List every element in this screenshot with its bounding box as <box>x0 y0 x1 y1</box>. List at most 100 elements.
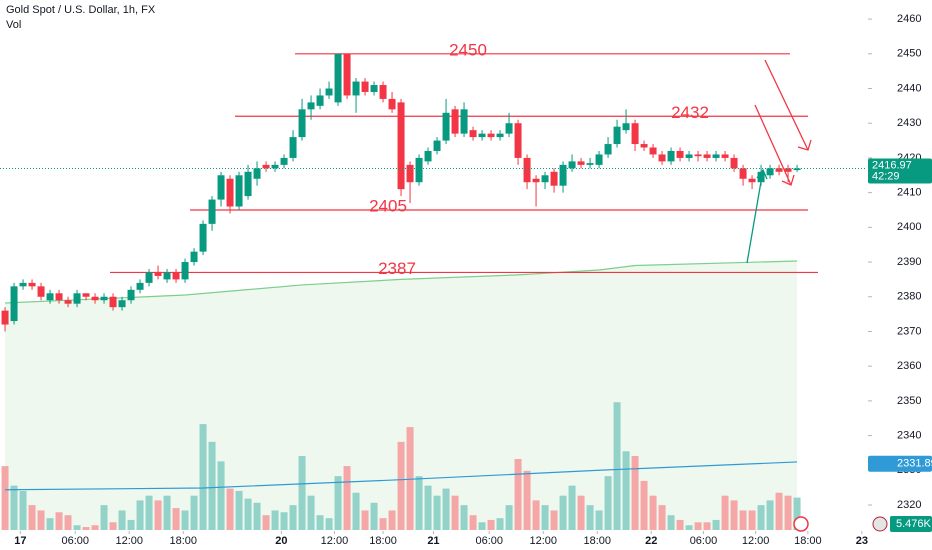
volume-bar <box>325 518 333 530</box>
candle-body <box>577 161 585 165</box>
x-tick-label: 18:00 <box>169 535 197 547</box>
volume-bar <box>568 485 576 530</box>
y-tick-label: 2460 <box>897 13 921 25</box>
last-price-badge <box>868 158 932 184</box>
volume-bar <box>343 466 351 530</box>
volume-bar <box>217 461 225 530</box>
volume-bar <box>793 497 801 530</box>
candle-body <box>433 140 441 151</box>
candle-body <box>379 85 387 99</box>
volume-bar <box>370 502 378 530</box>
candle-body <box>352 81 360 96</box>
level-label: 2432 <box>671 103 709 122</box>
volume-bar <box>442 488 450 530</box>
x-tick-label: 21 <box>427 535 439 547</box>
candle-body <box>289 137 297 158</box>
candle-body <box>100 296 108 301</box>
arrow-head <box>781 174 795 186</box>
volume-bar <box>226 488 234 530</box>
arrow <box>764 59 809 151</box>
candle-body <box>181 262 189 280</box>
candle-body <box>730 157 738 169</box>
y-tick-label: 2350 <box>897 395 921 407</box>
y-tick-label: 2320 <box>897 499 921 511</box>
x-tick-label: 18:00 <box>369 535 397 547</box>
candle-body <box>208 199 216 224</box>
arrow <box>754 104 792 186</box>
volume-bar <box>433 495 441 530</box>
candle-body <box>127 289 135 301</box>
volume-bar <box>469 515 477 530</box>
candle-body <box>748 178 756 183</box>
candle-body <box>532 178 540 183</box>
volume-bar <box>280 512 288 530</box>
y-tick-label: 2410 <box>897 187 921 199</box>
volume-bar <box>604 476 612 530</box>
level-label: 2450 <box>449 40 487 59</box>
volume-bar <box>541 505 549 530</box>
x-tick-label: 23 <box>856 535 868 547</box>
volume-bar <box>172 508 180 530</box>
x-tick-label: 12:00 <box>529 535 557 547</box>
annotations <box>746 59 812 264</box>
volume-bar <box>685 525 693 530</box>
volume-bar <box>784 495 792 530</box>
volume-bar <box>523 470 531 530</box>
y-tick-label: 2370 <box>897 325 921 337</box>
candle-body <box>163 272 171 280</box>
volume-bar <box>757 505 765 530</box>
volume-bar <box>127 519 135 530</box>
volume-bar <box>361 510 369 530</box>
x-tick-label: 18:00 <box>794 535 822 547</box>
volume-bar <box>145 495 153 530</box>
candle-body <box>235 175 243 207</box>
candle-body <box>775 168 783 172</box>
volume-bar <box>190 495 198 530</box>
volume-bar <box>235 490 243 530</box>
volume-bar <box>676 519 684 530</box>
volume-bar <box>739 510 747 530</box>
candle-body <box>631 123 639 145</box>
candle-body <box>676 150 684 158</box>
candle-body <box>199 223 207 252</box>
volume-bar <box>10 485 18 530</box>
candle-body <box>190 251 198 263</box>
candle-body <box>64 300 72 304</box>
volume-bar <box>586 505 594 530</box>
candle-body <box>370 85 378 92</box>
candle-body <box>73 293 81 304</box>
candle-body <box>253 168 261 179</box>
candle-body <box>316 95 324 106</box>
candle-body <box>136 282 144 290</box>
candle-body <box>460 109 468 134</box>
candle-body <box>118 300 126 308</box>
volume-bar <box>775 492 783 530</box>
volume-title: Vol <box>6 19 21 31</box>
volume-bar <box>352 492 360 530</box>
candle-body <box>19 282 27 287</box>
volume-bar <box>379 518 387 530</box>
volume-bar <box>181 510 189 530</box>
x-tick-label: 18:00 <box>583 535 611 547</box>
volume-badge-label: 5.476K <box>896 518 932 530</box>
volume-bar <box>244 498 252 530</box>
price-ma <box>5 260 798 304</box>
volume-bar <box>766 500 774 530</box>
candle-body <box>271 164 279 169</box>
arrow-head <box>756 168 768 180</box>
candle-body <box>154 272 162 276</box>
volume-bar <box>46 518 54 530</box>
volume-bar <box>271 510 279 530</box>
candle-body <box>415 157 423 183</box>
candle-body <box>82 293 90 297</box>
ma-badge <box>868 455 932 472</box>
candle-body <box>37 286 45 297</box>
y-tick-label: 2390 <box>897 256 921 268</box>
candle-body <box>496 133 504 138</box>
candle-body <box>694 154 702 157</box>
candle-body <box>604 144 612 155</box>
y-tick-label: 2450 <box>897 48 921 60</box>
volume-bar <box>640 480 648 530</box>
chart-title: Gold Spot / U.S. Dollar, 1h, FX <box>6 4 156 16</box>
volume-bar <box>514 459 522 530</box>
